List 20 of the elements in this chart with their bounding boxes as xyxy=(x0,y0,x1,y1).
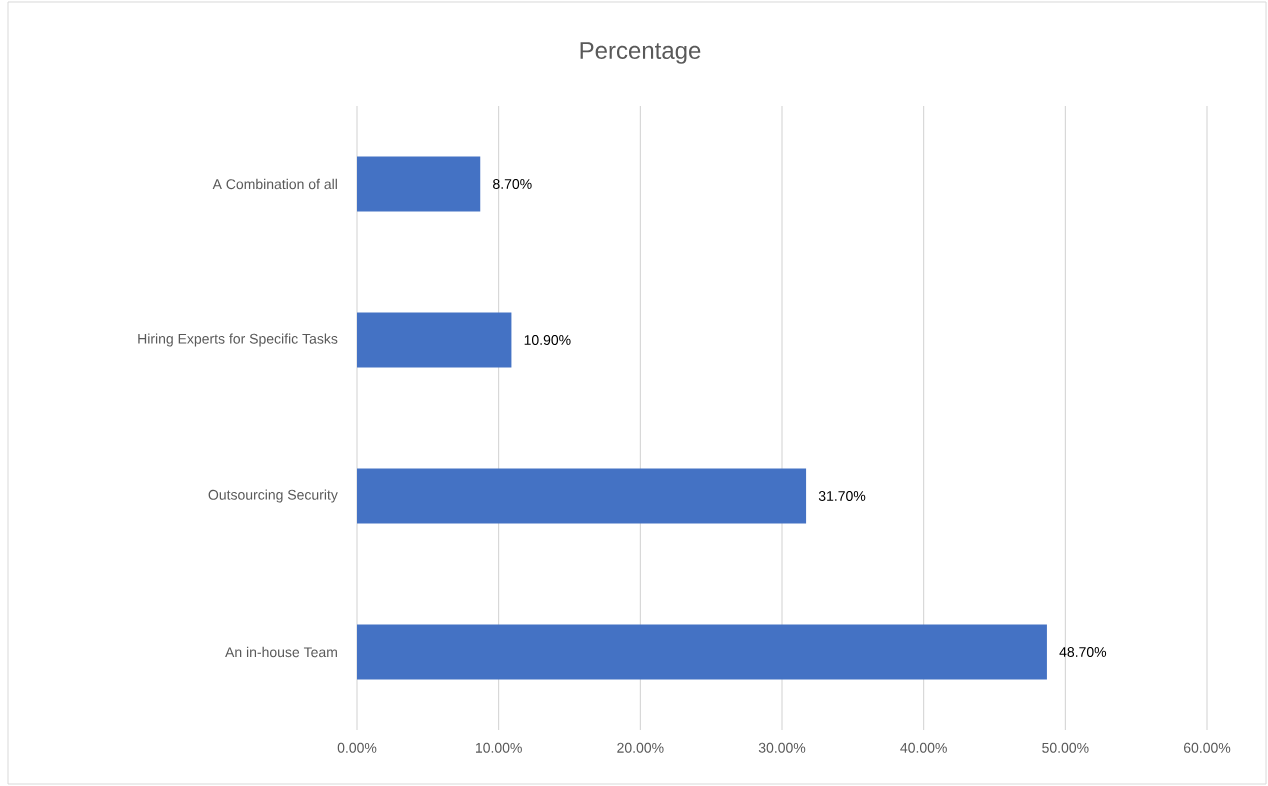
data-label: 10.90% xyxy=(524,335,571,345)
bar xyxy=(357,624,1047,680)
bar xyxy=(357,156,481,212)
chart-title: Percentage xyxy=(580,42,701,64)
data-label: 31.70% xyxy=(818,491,866,501)
bar xyxy=(357,312,512,368)
y-tick-label: Hiring Experts for Specific Tasks xyxy=(138,333,338,347)
bar xyxy=(357,468,807,524)
data-label: 8.70% xyxy=(493,179,532,189)
data-label: 48.70% xyxy=(1059,647,1107,657)
y-tick-label: A Combination of all xyxy=(212,178,337,190)
x-tick-label: 60.00% xyxy=(1183,742,1231,753)
x-tick-label: 20.00% xyxy=(617,742,664,753)
x-tick-label: 0.00% xyxy=(337,742,377,753)
x-tick-label: 30.00% xyxy=(758,742,806,753)
x-tick-label: 40.00% xyxy=(900,742,947,753)
y-tick-label: Outsourcing Security xyxy=(208,489,338,503)
x-tick-label: 10.00% xyxy=(475,742,522,753)
x-tick-label: 50.00% xyxy=(1042,742,1089,753)
y-tick-label: An in-house Team xyxy=(225,646,337,658)
